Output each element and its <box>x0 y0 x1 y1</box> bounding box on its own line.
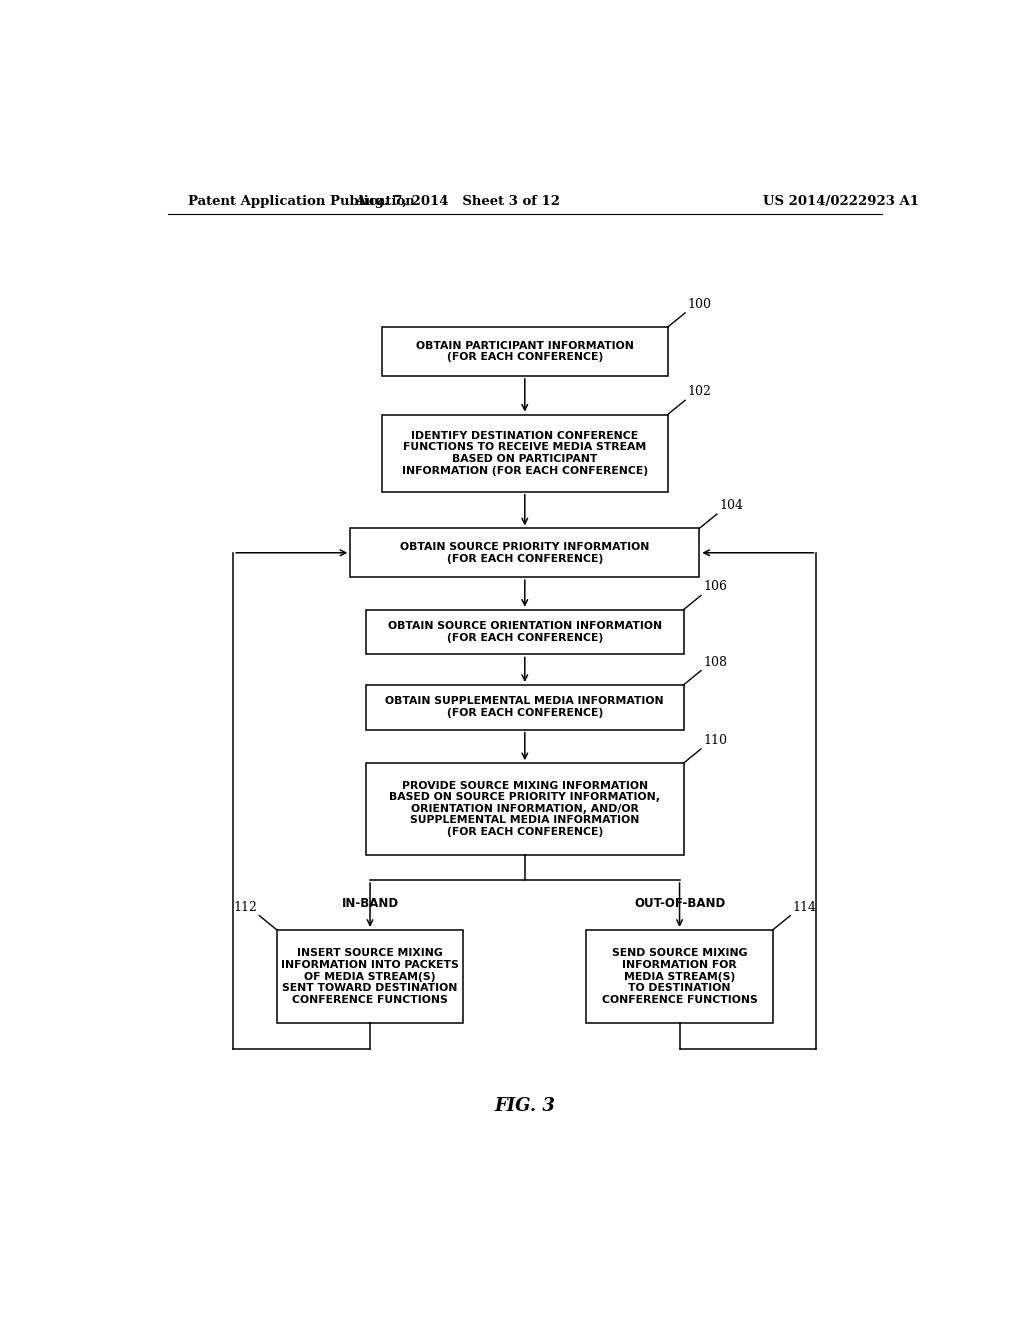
Text: 110: 110 <box>703 734 727 747</box>
Text: Patent Application Publication: Patent Application Publication <box>187 194 415 207</box>
Text: OBTAIN PARTICIPANT INFORMATION
(FOR EACH CONFERENCE): OBTAIN PARTICIPANT INFORMATION (FOR EACH… <box>416 341 634 362</box>
Text: FIG. 3: FIG. 3 <box>495 1097 555 1114</box>
Text: 108: 108 <box>703 656 727 669</box>
FancyBboxPatch shape <box>382 414 668 492</box>
Text: 104: 104 <box>719 499 743 512</box>
Text: IN-BAND: IN-BAND <box>341 896 398 909</box>
Text: OBTAIN SUPPLEMENTAL MEDIA INFORMATION
(FOR EACH CONFERENCE): OBTAIN SUPPLEMENTAL MEDIA INFORMATION (F… <box>385 697 665 718</box>
FancyBboxPatch shape <box>587 929 773 1023</box>
Text: 112: 112 <box>233 900 257 913</box>
FancyBboxPatch shape <box>276 929 463 1023</box>
Text: SEND SOURCE MIXING
INFORMATION FOR
MEDIA STREAM(S)
TO DESTINATION
CONFERENCE FUN: SEND SOURCE MIXING INFORMATION FOR MEDIA… <box>602 948 758 1005</box>
Text: INSERT SOURCE MIXING
INFORMATION INTO PACKETS
OF MEDIA STREAM(S)
SENT TOWARD DES: INSERT SOURCE MIXING INFORMATION INTO PA… <box>282 948 459 1005</box>
FancyBboxPatch shape <box>367 685 684 730</box>
Text: 106: 106 <box>703 581 727 594</box>
Text: OBTAIN SOURCE ORIENTATION INFORMATION
(FOR EACH CONFERENCE): OBTAIN SOURCE ORIENTATION INFORMATION (F… <box>388 622 662 643</box>
Text: IDENTIFY DESTINATION CONFERENCE
FUNCTIONS TO RECEIVE MEDIA STREAM
BASED ON PARTI: IDENTIFY DESTINATION CONFERENCE FUNCTION… <box>401 430 648 475</box>
FancyBboxPatch shape <box>367 763 684 854</box>
Text: PROVIDE SOURCE MIXING INFORMATION
BASED ON SOURCE PRIORITY INFORMATION,
ORIENTAT: PROVIDE SOURCE MIXING INFORMATION BASED … <box>389 780 660 837</box>
FancyBboxPatch shape <box>382 327 668 376</box>
FancyBboxPatch shape <box>367 610 684 655</box>
Text: 102: 102 <box>687 385 712 399</box>
Text: Aug. 7, 2014   Sheet 3 of 12: Aug. 7, 2014 Sheet 3 of 12 <box>355 194 560 207</box>
Text: OUT-OF-BAND: OUT-OF-BAND <box>634 896 725 909</box>
FancyBboxPatch shape <box>350 528 699 577</box>
Text: 114: 114 <box>793 900 817 913</box>
Text: OBTAIN SOURCE PRIORITY INFORMATION
(FOR EACH CONFERENCE): OBTAIN SOURCE PRIORITY INFORMATION (FOR … <box>400 543 649 564</box>
Text: US 2014/0222923 A1: US 2014/0222923 A1 <box>763 194 919 207</box>
Text: 100: 100 <box>687 298 712 312</box>
